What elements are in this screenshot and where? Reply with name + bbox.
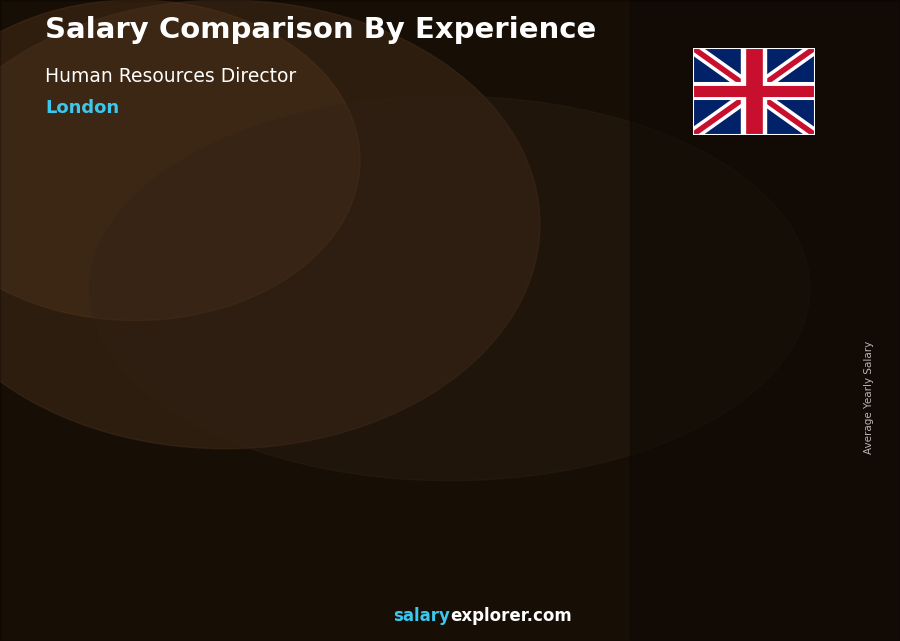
Polygon shape: [284, 436, 292, 570]
Text: +34%: +34%: [144, 370, 202, 388]
Ellipse shape: [0, 0, 360, 320]
Text: salary: salary: [393, 607, 450, 625]
Polygon shape: [162, 470, 170, 570]
Polygon shape: [527, 328, 536, 570]
Text: 135,000 GBP: 135,000 GBP: [345, 384, 421, 397]
Text: 180,000 GBP: 180,000 GBP: [589, 318, 665, 331]
Text: London: London: [45, 99, 119, 117]
Text: 165,000 GBP: 165,000 GBP: [466, 340, 543, 353]
Text: +48%: +48%: [272, 300, 329, 318]
Text: +8%: +8%: [662, 216, 707, 234]
Polygon shape: [650, 306, 658, 570]
Text: +9%: +9%: [534, 237, 580, 254]
Polygon shape: [771, 285, 780, 570]
Text: Average Yearly Salary: Average Yearly Salary: [863, 341, 874, 454]
Bar: [220, 436, 284, 570]
Text: Human Resources Director: Human Resources Director: [45, 67, 296, 87]
Polygon shape: [406, 372, 414, 570]
Text: Salary Comparison By Experience: Salary Comparison By Experience: [45, 16, 596, 44]
Bar: [586, 306, 650, 570]
Text: 194,000 GBP: 194,000 GBP: [710, 297, 787, 310]
Text: 91,500 GBP: 91,500 GBP: [222, 448, 292, 461]
Bar: [708, 285, 771, 570]
Bar: [464, 328, 527, 570]
Bar: [342, 372, 406, 570]
Ellipse shape: [90, 96, 810, 481]
Ellipse shape: [0, 0, 540, 449]
Text: 68,500 GBP: 68,500 GBP: [101, 481, 169, 495]
Text: +22%: +22%: [400, 256, 458, 274]
Text: explorer.com: explorer.com: [450, 607, 572, 625]
Bar: [98, 470, 162, 570]
Bar: [630, 0, 900, 641]
